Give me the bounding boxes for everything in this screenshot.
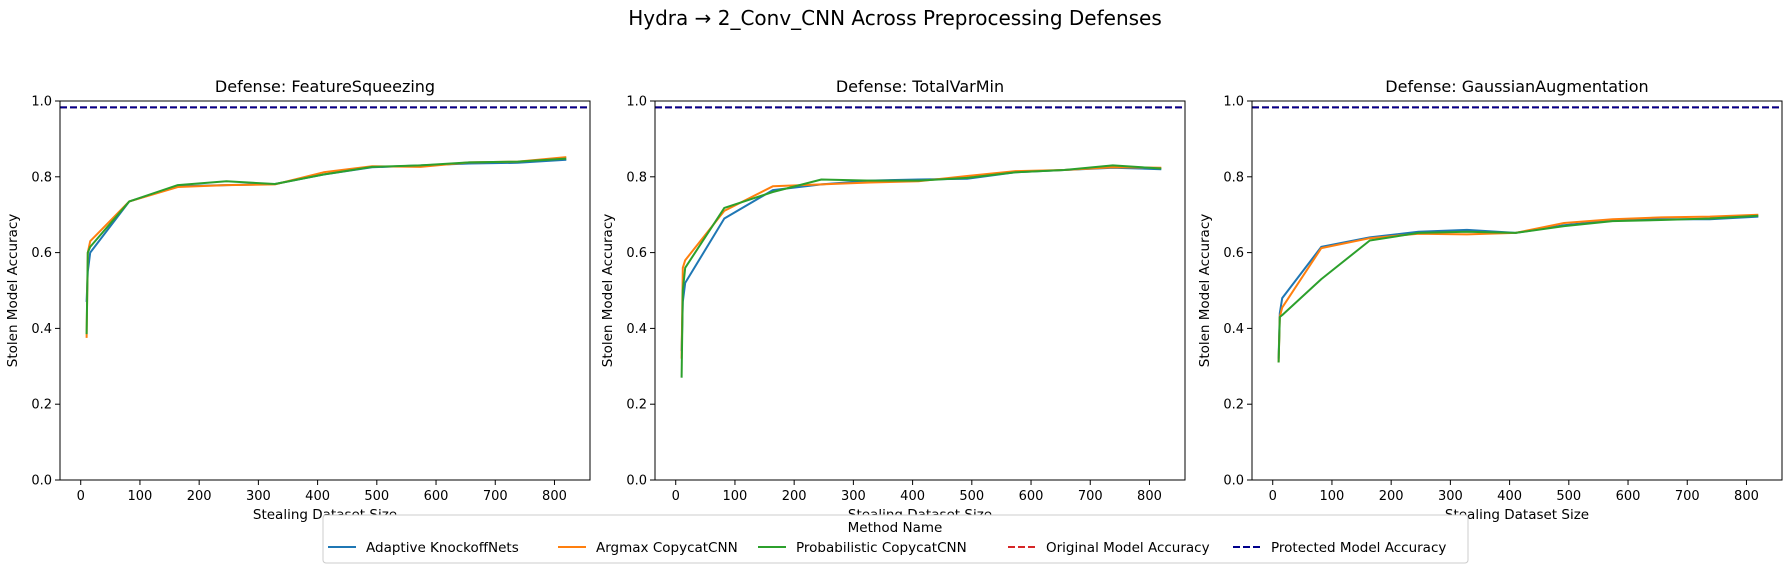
y-axis-label: Stolen Model Accuracy (5, 214, 21, 367)
x-tick-label: 200 (782, 489, 807, 504)
y-tick-label: 1.0 (1223, 95, 1244, 110)
legend-label: Probabilistic CopycatCNN (796, 540, 967, 556)
series-line-argmax-copycatcnn (1277, 213, 1759, 363)
y-tick-label: 0.6 (1223, 246, 1244, 261)
x-tick-label: 700 (1675, 489, 1700, 504)
y-tick-label: 0.6 (626, 246, 647, 261)
x-tick-label: 300 (1438, 489, 1463, 504)
x-tick-label: 700 (483, 489, 508, 504)
x-tick-label: 100 (128, 489, 153, 504)
x-tick-label: 0 (672, 489, 680, 504)
x-tick-label: 0 (77, 489, 85, 504)
y-tick-label: 1.0 (31, 95, 52, 110)
x-tick-label: 800 (1137, 489, 1162, 504)
y-tick-label: 0.6 (31, 246, 52, 261)
figure-title: Hydra → 2_Conv_CNN Across Preprocessing … (628, 6, 1162, 30)
x-tick-label: 600 (424, 489, 449, 504)
x-tick-label: 800 (1734, 489, 1759, 504)
x-tick-label: 200 (187, 489, 212, 504)
x-tick-label: 800 (542, 489, 567, 504)
axes-frame (654, 100, 1186, 481)
y-tick-label: 0.0 (626, 474, 647, 489)
legend-item-protected-model-accuracy: Protected Model Accuracy (1233, 540, 1446, 556)
x-tick-label: 100 (1320, 489, 1345, 504)
series-line-argmax-copycatcnn (680, 166, 1162, 359)
x-tick-label: 600 (1616, 489, 1641, 504)
x-tick-label: 500 (959, 489, 984, 504)
y-tick-label: 0.2 (626, 398, 647, 413)
x-axis-label: Stealing Dataset Size (1445, 507, 1589, 523)
chart-title: Defense: GaussianAugmentation (1385, 77, 1648, 96)
x-tick-label: 400 (1497, 489, 1522, 504)
legend-label: Argmax CopycatCNN (596, 540, 738, 556)
legend-title: Method Name (848, 520, 943, 536)
y-tick-label: 0.2 (1223, 398, 1244, 413)
series-line-adaptive-knockoffnets (1277, 215, 1759, 359)
chart-title: Defense: TotalVarMin (836, 77, 1004, 96)
x-tick-label: 300 (841, 489, 866, 504)
y-tick-label: 0.8 (1223, 170, 1244, 185)
y-tick-label: 0.4 (626, 322, 647, 337)
x-tick-label: 400 (900, 489, 925, 504)
axes-frame (1251, 100, 1783, 481)
y-tick-label: 0.2 (31, 398, 52, 413)
legend-item-probabilistic-copycatcnn: Probabilistic CopycatCNN (758, 540, 967, 556)
series-line-probabilistic-copycatcnn (680, 164, 1162, 378)
legend-item-original-model-accuracy: Original Model Accuracy (1008, 540, 1210, 556)
x-tick-label: 400 (305, 489, 330, 504)
series-line-probabilistic-copycatcnn (1277, 214, 1759, 363)
legend-items: Adaptive KnockoffNets Argmax CopycatCNN Pr… (328, 540, 1446, 556)
x-tick-label: 0 (1269, 489, 1277, 504)
y-tick-label: 1.0 (626, 95, 647, 110)
y-tick-label: 0.0 (31, 474, 52, 489)
x-tick-label: 600 (1019, 489, 1044, 504)
chart-panel-3: 0 100 200 300 400 500 600 700 800 0.0 0.2 0.4 0.6 0.8… (1197, 77, 1783, 523)
y-tick-label: 0.4 (1223, 322, 1244, 337)
y-tick-label: 0.8 (626, 170, 647, 185)
legend-item-adaptive-knockoffnets: Adaptive KnockoffNets (328, 540, 519, 556)
y-tick-label: 0.4 (31, 322, 52, 337)
axes-frame (59, 100, 591, 481)
chart-title: Defense: FeatureSqueezing (215, 77, 435, 96)
y-axis-label: Stolen Model Accuracy (1197, 214, 1213, 367)
chart-panels: 0 100 200 300 400 500 600 700 800 0.0 0.2 0.4 0.6 0.8… (5, 77, 1783, 523)
x-tick-label: 300 (246, 489, 271, 504)
legend-label: Adaptive KnockoffNets (366, 540, 519, 556)
series-line-probabilistic-copycatcnn (85, 157, 567, 335)
legend-frame (322, 514, 1469, 564)
x-tick-label: 700 (1078, 489, 1103, 504)
chart-panel-1: 0 100 200 300 400 500 600 700 800 0.0 0.2 0.4 0.6 0.8… (5, 77, 591, 523)
legend-item-argmax-copycatcnn: Argmax CopycatCNN (558, 540, 738, 556)
chart-panel-2: 0 100 200 300 400 500 600 700 800 0.0 0.2 0.4 0.6 0.8… (600, 77, 1186, 523)
x-tick-label: 200 (1379, 489, 1404, 504)
legend-label: Protected Model Accuracy (1271, 540, 1446, 556)
series-line-adaptive-knockoffnets (85, 158, 567, 302)
x-tick-label: 100 (723, 489, 748, 504)
series-line-argmax-copycatcnn (85, 156, 567, 338)
legend: Method Name Adaptive KnockoffNets Argmax … (322, 514, 1469, 564)
legend-label: Original Model Accuracy (1046, 540, 1210, 556)
y-tick-label: 0.0 (1223, 474, 1244, 489)
y-axis-label: Stolen Model Accuracy (600, 214, 616, 367)
y-tick-label: 0.8 (31, 170, 52, 185)
x-tick-label: 500 (1556, 489, 1581, 504)
x-tick-label: 500 (364, 489, 389, 504)
